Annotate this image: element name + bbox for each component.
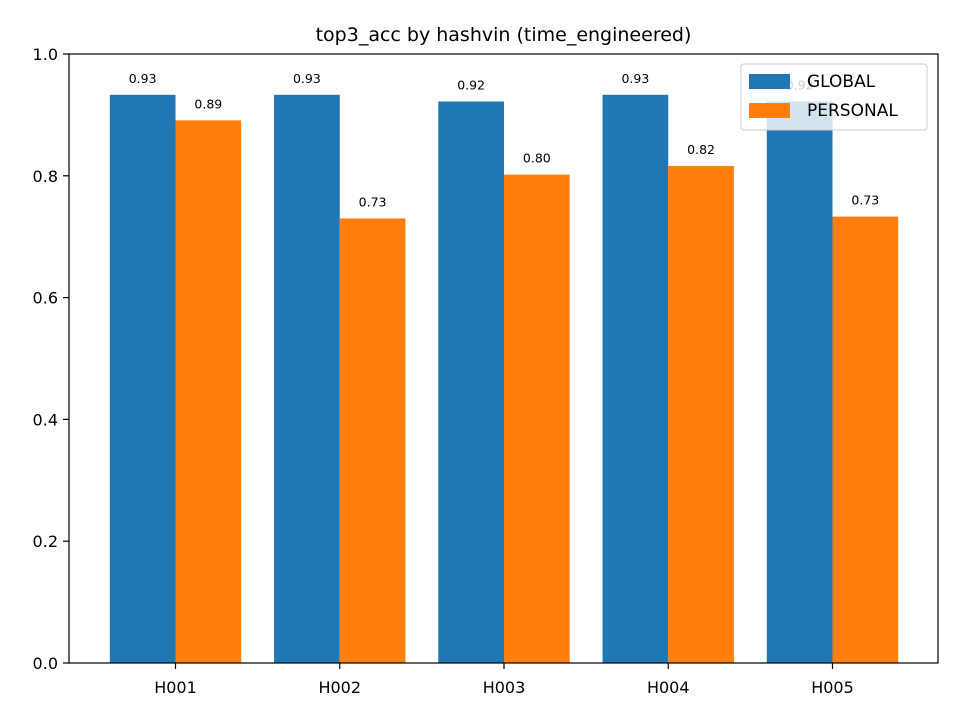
y-tick-label-0.0: 0.0 — [33, 654, 58, 673]
data-label-global-h002: 0.93 — [293, 71, 321, 86]
axes: 0.0 0.2 0.4 0.6 0.8 1.0 H001 H002 H003 H004 H005 — [33, 45, 939, 697]
legend-label-global: GLOBAL — [807, 72, 876, 92]
bar-personal-h003 — [504, 174, 570, 663]
plot-area: 0.930.930.920.930.920.890.730.800.820.73 — [109, 71, 899, 664]
legend-swatch-global — [749, 74, 790, 89]
y-tick-label-0.8: 0.8 — [33, 167, 58, 186]
bar-personal-h002 — [339, 218, 406, 663]
x-tick-label-h003: H003 — [483, 678, 526, 697]
data-label-personal-h001: 0.89 — [194, 96, 222, 111]
legend: GLOBAL PERSONAL — [740, 63, 928, 131]
bar-global-h005 — [766, 101, 833, 663]
x-tick-label-h004: H004 — [647, 678, 690, 697]
bar-personal-h004 — [668, 166, 734, 663]
data-label-global-h003: 0.92 — [457, 78, 485, 93]
y-tick-label-0.2: 0.2 — [33, 532, 58, 551]
legend-label-personal: PERSONAL — [807, 101, 898, 121]
x-tick-label-h001: H001 — [154, 678, 197, 697]
legend-swatch-personal — [749, 103, 790, 118]
data-label-personal-h002: 0.73 — [359, 194, 387, 209]
y-tick-label-1.0: 1.0 — [33, 45, 58, 64]
bar-personal-h005 — [832, 216, 899, 663]
y-tick-label-0.6: 0.6 — [33, 289, 58, 308]
bar-global-h004 — [602, 94, 669, 664]
bar-global-h001 — [109, 94, 176, 664]
data-label-global-h004: 0.93 — [621, 71, 649, 86]
x-tick-label-h002: H002 — [318, 678, 361, 697]
x-tick-label-h005: H005 — [811, 678, 854, 697]
data-label-personal-h005: 0.73 — [851, 193, 879, 208]
chart-title: top3_acc by hashvin (time_engineered) — [316, 24, 692, 46]
bar-global-h003 — [438, 101, 504, 663]
bar-global-h002 — [274, 94, 340, 664]
y-tick-label-0.4: 0.4 — [33, 410, 58, 429]
data-label-global-h001: 0.93 — [129, 71, 157, 86]
data-label-personal-h003: 0.80 — [523, 151, 551, 166]
bar-personal-h001 — [175, 120, 242, 664]
data-label-personal-h004: 0.82 — [687, 142, 715, 157]
